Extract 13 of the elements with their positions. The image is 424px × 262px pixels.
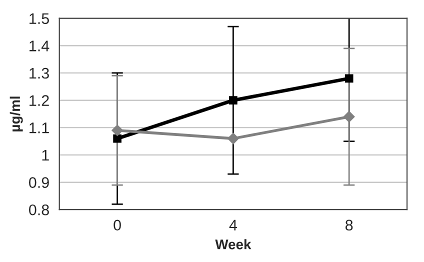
y-tick-label: 1.3 [30, 68, 49, 79]
x-axis-title: Week [215, 239, 252, 250]
y-tick-label: 1.1 [30, 122, 49, 134]
y-tick-label: 0.9 [29, 177, 49, 188]
y-axis-title: µg/ml [10, 96, 23, 132]
x-tick-label: 4 [229, 220, 237, 230]
y-tick-label: 1.2 [30, 95, 49, 106]
y-tick-label: 0.8 [29, 204, 49, 216]
x-tick-label: 8 [346, 220, 353, 231]
y-tick-label: 1.4 [30, 40, 50, 52]
y-tick-label: 1 [42, 150, 49, 160]
y-tick-label: 1.5 [30, 13, 49, 24]
x-tick-label: 0 [114, 220, 121, 231]
